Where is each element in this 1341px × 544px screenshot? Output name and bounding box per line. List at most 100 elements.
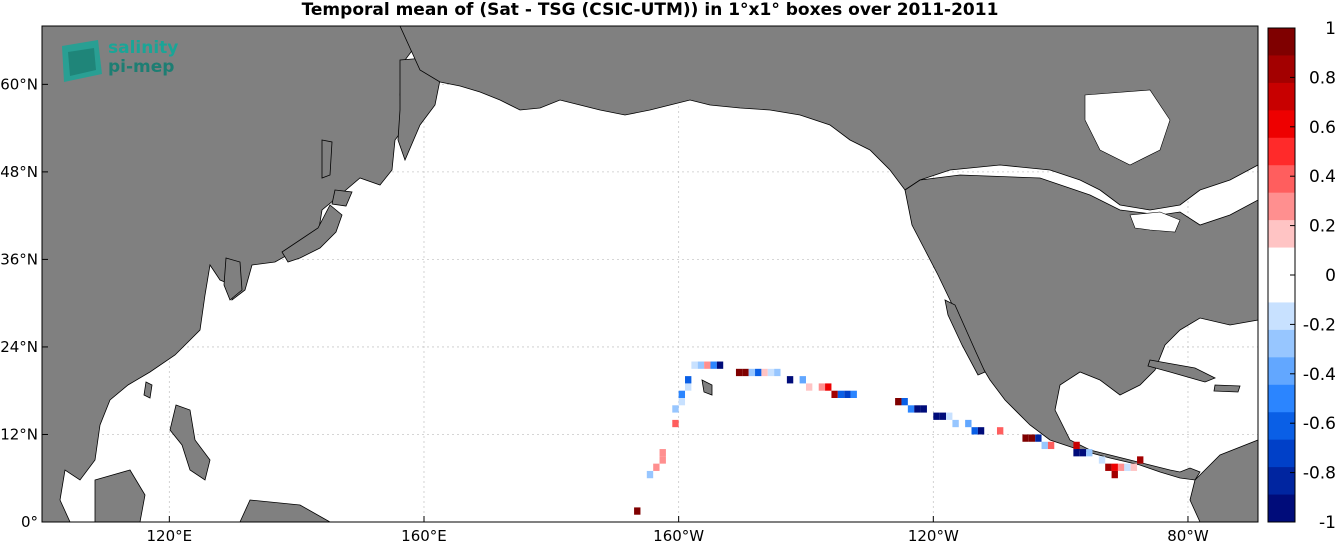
data-cell bbox=[996, 427, 1004, 435]
colorbar-segment bbox=[1268, 357, 1295, 386]
colorbar-tick-label: 0.6 bbox=[1309, 118, 1336, 138]
data-cell bbox=[965, 419, 972, 428]
philippines bbox=[169, 404, 211, 481]
data-cell bbox=[761, 368, 768, 377]
data-cell bbox=[837, 390, 845, 398]
colorbar-segment bbox=[1268, 467, 1295, 496]
data-cell bbox=[1117, 463, 1125, 471]
data-cell bbox=[1035, 434, 1042, 442]
colorbar-segment bbox=[1268, 137, 1295, 166]
colorbar-segment bbox=[1268, 329, 1295, 358]
data-cell bbox=[844, 390, 851, 398]
y-tick-label: 24°N bbox=[0, 338, 38, 356]
data-cell bbox=[678, 398, 686, 406]
data-cell bbox=[914, 405, 921, 413]
colorbar-segment bbox=[1268, 192, 1295, 221]
data-cell bbox=[742, 368, 749, 377]
y-tick-label: 48°N bbox=[0, 163, 38, 181]
data-cell bbox=[634, 507, 641, 515]
data-cell bbox=[685, 383, 692, 391]
colorbar-tick-label: 0.2 bbox=[1309, 217, 1336, 237]
hawaii bbox=[701, 379, 713, 396]
colorbar-segment bbox=[1268, 220, 1295, 249]
y-tick-label: 60°N bbox=[0, 75, 38, 93]
sakhalin bbox=[321, 139, 333, 179]
data-cell bbox=[1098, 456, 1106, 464]
data-cell bbox=[1137, 456, 1144, 464]
y-tick-label: 36°N bbox=[0, 250, 38, 268]
x-tick-label: 80°W bbox=[1167, 527, 1209, 544]
map-title: Temporal mean of (Sat - TSG (CSIC-UTM)) … bbox=[301, 0, 999, 20]
colorbar-tick-label: 1 bbox=[1325, 19, 1336, 39]
data-cell bbox=[646, 470, 654, 479]
x-tick-label: 120°W bbox=[908, 527, 959, 544]
colorbar-segment bbox=[1268, 384, 1295, 413]
data-cell bbox=[672, 419, 679, 428]
hokkaido bbox=[331, 189, 353, 207]
hispaniola bbox=[1213, 384, 1241, 393]
data-cell bbox=[1130, 463, 1138, 471]
colorbar-segment bbox=[1268, 247, 1295, 276]
colorbar-tick-label: -0.6 bbox=[1303, 414, 1336, 434]
data-cell bbox=[735, 368, 743, 377]
salinity-pi-mep-logo: salinity pi-mep bbox=[58, 38, 198, 88]
data-cell bbox=[659, 449, 666, 457]
data-cell bbox=[1086, 449, 1093, 457]
data-cell bbox=[952, 419, 959, 428]
data-cell bbox=[659, 456, 666, 464]
colorbar-segment bbox=[1268, 412, 1295, 441]
land-masses bbox=[41, 25, 1259, 523]
data-cell bbox=[850, 390, 857, 398]
colorbar-labels: 1 0.8 0.6 0.4 0.2 0 -0.2 -0.4 -0.6 -0.8 -1 bbox=[1290, 19, 1336, 533]
colorbar-tick-label: 0.8 bbox=[1309, 68, 1336, 88]
colorbar-segment bbox=[1268, 439, 1295, 468]
colorbar-tick-label: 0.4 bbox=[1309, 167, 1336, 187]
data-cell bbox=[1079, 449, 1087, 457]
longitude-ticks: 120°E 160°E 160°W 120°W 80°W bbox=[147, 516, 1209, 544]
map-frame bbox=[41, 25, 1259, 523]
data-cell bbox=[653, 463, 660, 471]
cuba bbox=[1147, 359, 1216, 383]
colorbar-tick-label: -1 bbox=[1319, 513, 1336, 533]
data-cell bbox=[691, 361, 698, 369]
x-tick-label: 160°W bbox=[653, 527, 704, 544]
data-cell bbox=[678, 390, 686, 398]
data-cell bbox=[1111, 470, 1118, 479]
hudson-bay bbox=[1084, 89, 1171, 166]
data-cell bbox=[1105, 463, 1112, 471]
colorbar-tick-label: -0.8 bbox=[1303, 464, 1336, 484]
latitude-ticks: 0° 12°N 24°N 36°N 48°N 60°N bbox=[0, 75, 48, 531]
colorbar-segment bbox=[1268, 302, 1295, 331]
data-cell bbox=[748, 368, 756, 377]
data-cell bbox=[774, 368, 781, 377]
data-cell bbox=[825, 383, 832, 391]
data-cell bbox=[1047, 441, 1055, 450]
colorbar-segment bbox=[1268, 275, 1295, 303]
data-cell bbox=[901, 398, 908, 406]
data-cell bbox=[786, 376, 794, 384]
salinity-difference-cells bbox=[634, 361, 1144, 515]
colorbar-tick-label: -0.2 bbox=[1303, 315, 1336, 335]
lakes bbox=[1084, 89, 1181, 233]
japan-islands bbox=[281, 204, 343, 263]
colorbar-segment bbox=[1268, 165, 1295, 194]
great-lakes bbox=[1129, 211, 1181, 233]
data-cell bbox=[704, 361, 711, 369]
colorbar bbox=[1267, 27, 1296, 523]
data-cell bbox=[1022, 434, 1029, 442]
korea bbox=[223, 257, 243, 301]
borneo bbox=[94, 469, 146, 523]
data-cell bbox=[1111, 463, 1118, 471]
data-cell bbox=[767, 368, 775, 377]
colorbar-tick-label: 0 bbox=[1325, 266, 1336, 286]
data-cell bbox=[1028, 434, 1036, 442]
data-cell bbox=[697, 361, 705, 369]
colorbar-segment bbox=[1268, 28, 1295, 56]
data-cell bbox=[710, 361, 717, 369]
baja-california bbox=[944, 299, 986, 376]
data-cell bbox=[1041, 441, 1048, 450]
data-cell bbox=[1073, 441, 1080, 450]
data-cell bbox=[920, 405, 927, 413]
data-cell bbox=[831, 390, 838, 398]
